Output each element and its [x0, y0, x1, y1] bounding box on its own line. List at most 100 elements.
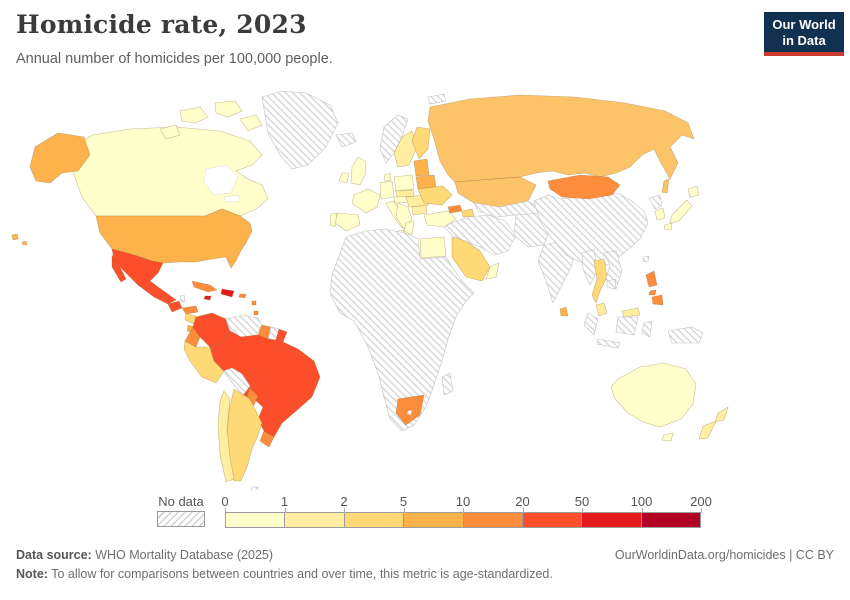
- country-indonesia-sumatra[interactable]: [583, 312, 599, 336]
- country-cuba[interactable]: [191, 280, 218, 293]
- owid-logo[interactable]: Our World in Data: [764, 12, 844, 57]
- legend-swatch-10-20[interactable]: [462, 513, 522, 527]
- country-honduras[interactable]: [181, 305, 199, 315]
- legend-no-data[interactable]: No data: [157, 494, 205, 527]
- country-georgia[interactable]: [447, 204, 463, 214]
- legend-no-data-swatch[interactable]: [157, 511, 205, 527]
- country-ireland[interactable]: [338, 172, 350, 184]
- country-azerbaijan-armenia[interactable]: [461, 208, 475, 218]
- country-russia-sakhalin[interactable]: [661, 178, 670, 194]
- country-hispaniola[interactable]: [220, 288, 235, 298]
- country-chile[interactable]: [217, 390, 235, 483]
- legend-swatch-2-5[interactable]: [343, 513, 404, 527]
- country-russia[interactable]: [427, 94, 695, 183]
- country-philippines-visayas[interactable]: [648, 289, 657, 296]
- country-canada-arctic-3[interactable]: [239, 114, 263, 132]
- country-spain[interactable]: [333, 212, 361, 232]
- country-germany[interactable]: [379, 180, 395, 200]
- country-oman[interactable]: [485, 262, 500, 280]
- country-finland[interactable]: [411, 126, 431, 160]
- hudson-bay: [203, 164, 239, 196]
- country-philippines-mindanao[interactable]: [651, 294, 664, 306]
- legend-tick-mark: [641, 508, 643, 513]
- country-madagascar[interactable]: [441, 372, 454, 396]
- region-africa-no-data[interactable]: [329, 228, 475, 432]
- country-argentina[interactable]: [226, 388, 263, 482]
- legend-swatch-20-50[interactable]: [521, 513, 582, 527]
- legend-swatch-100-200[interactable]: [640, 513, 700, 527]
- country-japan-hokkaido[interactable]: [687, 185, 700, 198]
- country-france[interactable]: [351, 188, 381, 214]
- country-new-guinea[interactable]: [667, 326, 704, 344]
- legend-tick-label-0: 0: [221, 494, 229, 509]
- country-australia-tasmania[interactable]: [661, 432, 674, 442]
- legend-swatch-50-100[interactable]: [581, 513, 641, 527]
- country-canada-arctic-1[interactable]: [179, 106, 209, 124]
- country-peru[interactable]: [183, 340, 225, 384]
- country-poland[interactable]: [393, 174, 415, 192]
- country-new-zealand-south[interactable]: [698, 420, 717, 440]
- country-thailand[interactable]: [591, 258, 608, 304]
- country-taiwan[interactable]: [642, 255, 650, 263]
- country-uk[interactable]: [350, 156, 367, 186]
- country-sri-lanka[interactable]: [559, 306, 569, 317]
- country-indonesia-borneo[interactable]: [615, 316, 639, 336]
- country-iceland[interactable]: [335, 132, 357, 148]
- country-jamaica[interactable]: [203, 295, 212, 301]
- country-brazil[interactable]: [209, 330, 321, 438]
- country-mexico[interactable]: [111, 248, 177, 305]
- country-greenland[interactable]: [261, 90, 339, 170]
- country-uruguay[interactable]: [259, 430, 275, 448]
- country-malaysia[interactable]: [595, 302, 608, 317]
- legend-swatch-5-10[interactable]: [403, 513, 463, 527]
- country-bolivia[interactable]: [223, 367, 251, 396]
- country-south-korea[interactable]: [654, 207, 666, 221]
- legend-tick-label-2: 2: [340, 494, 348, 509]
- footer-source-line: Data source: WHO Mortality Database (202…: [16, 546, 834, 565]
- country-japan-kyushu[interactable]: [663, 222, 673, 231]
- country-portugal[interactable]: [329, 212, 338, 228]
- country-mongolia[interactable]: [547, 174, 621, 200]
- country-usa-hawaii[interactable]: [11, 233, 28, 246]
- country-malaysia-borneo[interactable]: [621, 307, 641, 318]
- country-sweden[interactable]: [393, 130, 418, 168]
- legend-swatch-1-2[interactable]: [284, 513, 344, 527]
- footer-cc-link[interactable]: OurWorldinData.org/homicides | CC BY: [614, 548, 834, 562]
- country-baltics[interactable]: [413, 158, 430, 177]
- country-new-zealand-north[interactable]: [714, 406, 729, 423]
- country-cambodia[interactable]: [606, 278, 617, 290]
- country-indonesia-sulawesi[interactable]: [641, 320, 653, 338]
- country-ukraine[interactable]: [417, 185, 453, 206]
- country-north-korea[interactable]: [648, 194, 663, 210]
- country-japan-honshu[interactable]: [669, 199, 693, 224]
- country-falklands[interactable]: [250, 486, 259, 492]
- legend-tick-mark: [225, 508, 226, 513]
- country-mexico-baja[interactable]: [111, 254, 127, 283]
- country-lesotho[interactable]: [406, 409, 413, 416]
- country-puerto-rico[interactable]: [238, 293, 247, 299]
- owid-logo-line2: in Data: [782, 32, 826, 48]
- legend-swatch-0-1[interactable]: [226, 513, 285, 527]
- legend-tick-mark: [403, 508, 405, 513]
- country-greece[interactable]: [403, 220, 415, 236]
- country-canada-arctic-2[interactable]: [214, 100, 243, 118]
- country-canada-arctic-4[interactable]: [159, 124, 181, 140]
- country-saudi-arabia[interactable]: [451, 236, 491, 282]
- country-bulgaria[interactable]: [411, 204, 428, 216]
- footer-note-label: Note:: [16, 567, 48, 582]
- country-usa-alaska[interactable]: [29, 132, 91, 184]
- country-belize[interactable]: [179, 294, 186, 303]
- country-indonesia-java[interactable]: [596, 338, 621, 349]
- country-czechia-slovakia[interactable]: [395, 189, 415, 198]
- country-south-africa[interactable]: [395, 394, 425, 426]
- country-laos-vietnam[interactable]: [603, 250, 623, 290]
- country-australia[interactable]: [610, 362, 697, 428]
- country-turkey[interactable]: [423, 210, 457, 228]
- country-egypt[interactable]: [419, 236, 447, 259]
- country-philippines-luzon[interactable]: [645, 270, 658, 288]
- country-denmark[interactable]: [383, 172, 392, 182]
- world-map: [11, 90, 729, 492]
- country-myanmar[interactable]: [581, 248, 598, 286]
- country-canada[interactable]: [69, 126, 269, 217]
- country-svalbard[interactable]: [427, 93, 447, 105]
